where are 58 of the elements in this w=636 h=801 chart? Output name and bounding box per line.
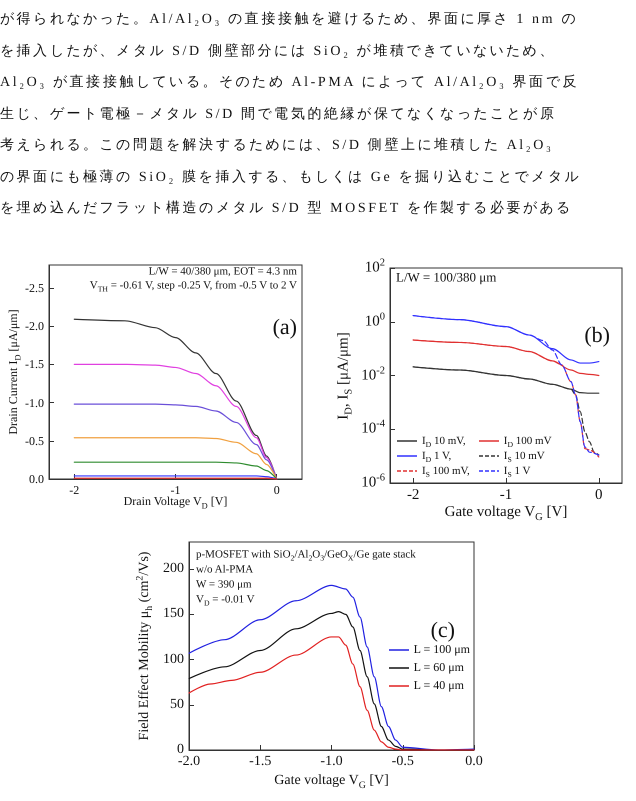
annotation: (a) xyxy=(272,314,297,339)
text: p-MOSFET with SiO$_{2}$/Al$_{2}$O$_{3}$/GeO$_{X}$/Ge gate stack xyxy=(196,548,416,563)
x-axis-title: Gate voltage V$_{G}$ [V] xyxy=(444,504,568,523)
text: が得られなかった。Al/Al₂O₃ の直接接触を避けるため、界面に厚さ 1 nm の xyxy=(0,10,578,28)
line-series xyxy=(74,404,278,480)
text: を挿入したが、メタル S/D 側壁部分には SiO₂ が堆積できていないため、 xyxy=(0,42,556,60)
y-tick-label: -1.0 xyxy=(25,396,44,410)
x-axis-title: Gate voltage V$_{G}$ [V] xyxy=(274,773,389,791)
annotation: (c) xyxy=(430,617,455,642)
x-tick-label: -1.5 xyxy=(249,754,272,769)
x-tick-label: -1 xyxy=(170,483,180,497)
y-tick-label: -1.5 xyxy=(25,357,44,372)
line-series xyxy=(74,437,278,480)
x-tick-label: -1 xyxy=(500,487,512,503)
legend-label: L = 100 μm xyxy=(414,642,470,657)
x-tick-label: 0 xyxy=(274,483,280,497)
y-tick-label: -0.5 xyxy=(25,434,44,448)
y-tick-label: 10$^{-2}$ xyxy=(361,365,385,383)
legend-label: L = 40 μm xyxy=(414,678,464,693)
x-axis-title: Drain Voltage V$_{D}$ [V] xyxy=(124,494,228,510)
text: 考えられる。この問題を解決するためには、S/D 側壁上に堆積した Al₂O₃ xyxy=(0,136,554,154)
legend-label: I$_{D}$ 100 mV xyxy=(504,435,552,450)
y-tick-label: 10$^{2}$ xyxy=(364,258,385,276)
x-tick-label: -2 xyxy=(69,483,80,497)
y-tick-label: 100 xyxy=(163,652,184,667)
y-tick-label: 10$^{-4}$ xyxy=(361,418,385,437)
y-tick-label: 0.0 xyxy=(29,472,44,486)
x-tick-label: -0.5 xyxy=(392,754,414,769)
y-tick-label: 50 xyxy=(170,696,184,712)
y-tick-label: 10$^{-6}$ xyxy=(361,472,385,490)
x-tick-label: 0.0 xyxy=(465,754,483,769)
x-tick-label: -2 xyxy=(406,487,420,503)
y-tick-label: 200 xyxy=(163,561,184,576)
text: の界面にも極薄の SiO₂ 膜を挿入する、もしくは Ge を掘り込むことでメタル xyxy=(0,168,581,186)
legend-label: I$_{S}$ 10 mV xyxy=(504,450,545,464)
legend-label: L = 60 μm xyxy=(414,660,464,675)
line-series xyxy=(74,462,278,480)
annotation: L/W = 40/380 μm, EOT = 4.3 nm xyxy=(148,266,297,278)
text: を埋め込んだフラット構造のメタル S/D 型 MOSFET を作製する必要がある xyxy=(0,200,573,217)
text: Al₂O₃ が直接接触している。そのため Al-PMA によって Al/Al₂O₃ 界面で反 xyxy=(0,73,579,91)
x-tick-label: -1.0 xyxy=(320,754,343,769)
text: 生じ、ゲート電極－メタル S/D 間で電気的絶縁が保てなくなったことが原 xyxy=(0,106,556,122)
annotation: W = 390 μm xyxy=(196,578,252,590)
legend-label: I$_{S}$ 100 mV, xyxy=(422,465,470,480)
annotation: L/W = 100/380 μm xyxy=(396,270,496,284)
annotation: (b) xyxy=(584,322,610,347)
legend-label: I$_{D}$ 10 mV, xyxy=(422,435,466,450)
annotation: V$_{TH}$ = -0.61 V, step -0.25 V, from -0.5 V to 2 V xyxy=(90,280,297,294)
legend-label: I$_{S}$ 1 V xyxy=(504,465,530,480)
annotation: V$_{D}$ = -0.01 V xyxy=(196,594,255,608)
y-tick-label: 10$^{0}$ xyxy=(364,311,385,330)
legend-label: I$_{D}$ 1 V, xyxy=(422,450,452,464)
y-tick-label: 0 xyxy=(177,742,184,757)
y-tick-label: -2.5 xyxy=(25,280,44,295)
annotation: w/o Al-PMA xyxy=(196,564,254,576)
y-tick-label: 150 xyxy=(163,606,184,622)
x-tick-label: 0 xyxy=(595,487,603,503)
y-tick-label: -2.0 xyxy=(25,319,44,334)
